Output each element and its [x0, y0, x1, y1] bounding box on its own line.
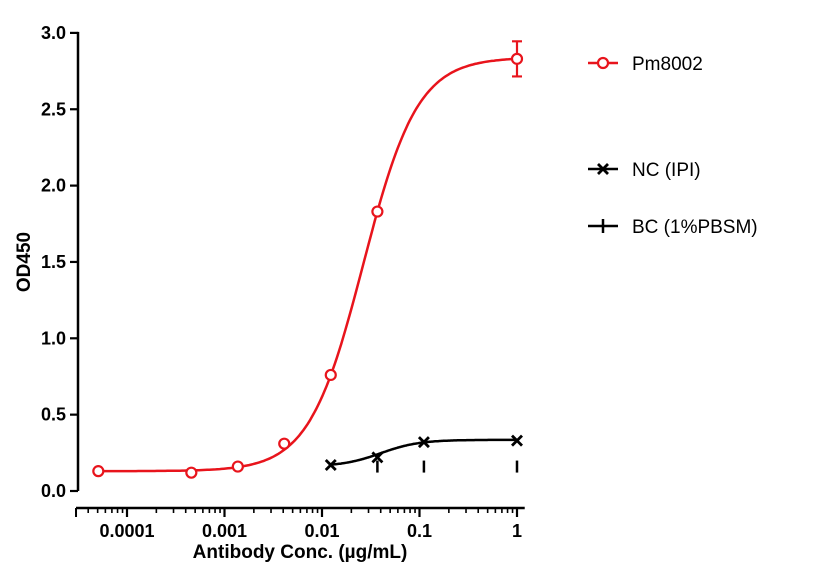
data-point-pm8002: [278, 437, 291, 450]
y-tick-label: 0.0: [41, 481, 66, 501]
legend-x-marker: [597, 163, 609, 175]
y-axis-label: OD450: [14, 232, 35, 292]
data-point-pm8002: [371, 205, 384, 218]
y-tick-label: 1.0: [41, 328, 66, 348]
x-axis-label: Antibody Conc. (µg/mL): [193, 542, 408, 563]
y-tick-label: 2.0: [41, 176, 66, 196]
data-point-pm8002: [510, 52, 524, 65]
fit-curve-0: [98, 57, 518, 473]
data-point-pm8002: [92, 465, 105, 478]
data-point-nc: [371, 451, 384, 464]
x-tick-label: 0.0001: [99, 521, 154, 541]
y-tick-label: 1.5: [41, 252, 66, 272]
y-tick-label: 0.5: [41, 405, 66, 425]
x-tick-label: 0.1: [407, 521, 432, 541]
data-point-nc: [324, 459, 337, 472]
data-point-nc: [511, 434, 523, 447]
x-tick-label: 0.001: [202, 521, 247, 541]
legend-circle-marker: [596, 56, 610, 70]
legend-label-pm8002: Pm8002: [632, 54, 703, 75]
x-tick-label: 1: [512, 521, 522, 541]
data-point-pm8002: [185, 466, 198, 479]
data-point-pm8002: [231, 460, 244, 473]
data-point-pm8002: [324, 368, 337, 382]
legend-label-bc: BC (1%PBSM): [632, 217, 758, 238]
legend-label-nc: NC (IPI): [632, 160, 701, 181]
legend: Pm8002 NC (IPI) BC (1%PBSM): [588, 54, 758, 238]
data-point-nc: [417, 436, 430, 449]
y-tick-label: 3.0: [41, 23, 66, 43]
y-tick-label: 2.5: [41, 99, 66, 119]
x-tick-label: 0.01: [304, 521, 339, 541]
